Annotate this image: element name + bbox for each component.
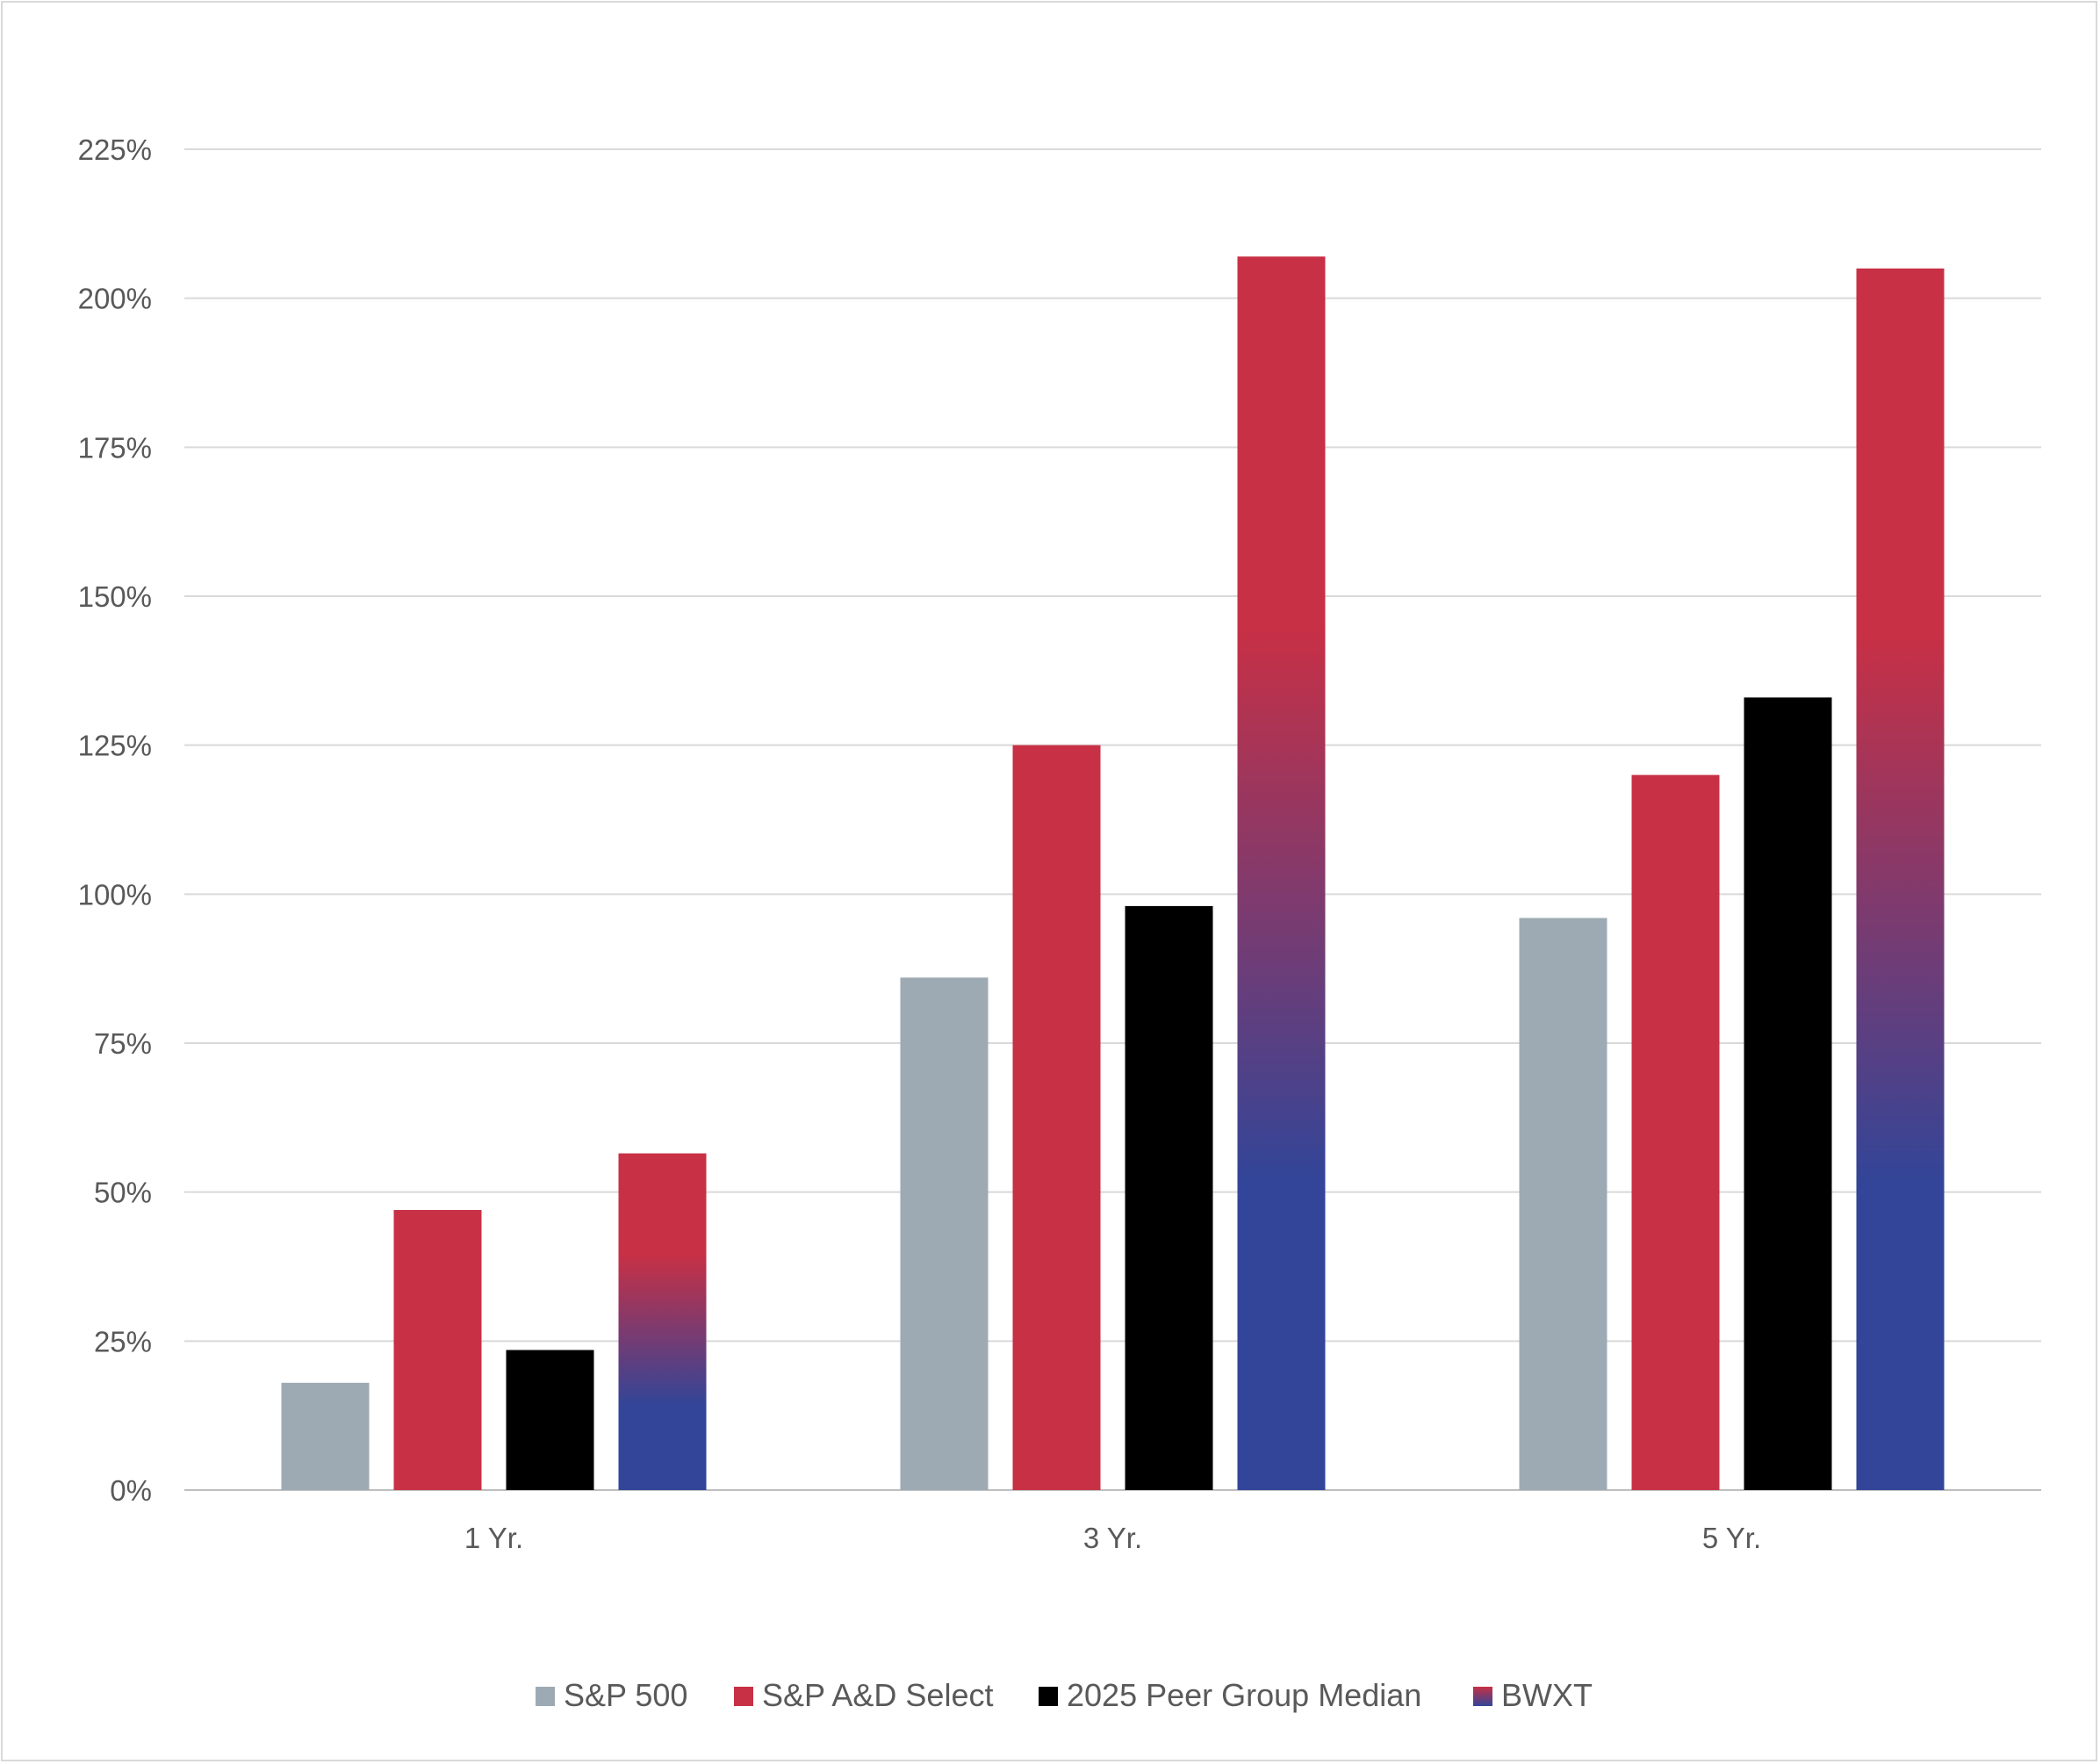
legend-swatch (1473, 1687, 1492, 1706)
y-tick-label: 125% (78, 730, 152, 762)
y-tick-label: 25% (94, 1325, 152, 1357)
x-category-label: 1 Yr. (464, 1522, 523, 1554)
bar-s-p-a-d-select-1 (1012, 745, 1101, 1490)
bar-bwxt-0 (618, 1153, 707, 1490)
bar-s-p-500-1 (900, 977, 989, 1490)
gridlines (184, 148, 2041, 1491)
y-tick-label: 0% (110, 1474, 152, 1507)
bars (281, 256, 1945, 1490)
bar-bwxt-2 (1856, 268, 1945, 1490)
x-category-label: 5 Yr. (1702, 1522, 1761, 1554)
bar-2025-peer-group-median-1 (1125, 905, 1213, 1490)
x-axis: 1 Yr. 3 Yr. 5 Yr. (464, 1522, 1761, 1554)
bar-s-p-a-d-select-2 (1631, 774, 1720, 1490)
bar-2025-peer-group-median-0 (506, 1350, 594, 1490)
bar-s-p-a-d-select-0 (393, 1210, 482, 1490)
legend-label: 2025 Peer Group Median (1067, 1677, 1421, 1713)
legend-label: BWXT (1501, 1677, 1593, 1713)
legend-swatch (536, 1687, 555, 1706)
legend-swatch (1039, 1687, 1058, 1706)
bar-chart: 0% 25% 50% 75% 100% 125% 150% 175% 200% 225% 1 Yr… (78, 133, 2041, 1713)
legend-label: S&P A&D Select (762, 1677, 993, 1713)
bar-bwxt-1 (1237, 256, 1326, 1490)
legend-label: S&P 500 (564, 1677, 687, 1713)
bar-s-p-500-0 (281, 1382, 370, 1490)
y-tick-label: 175% (78, 431, 152, 464)
y-tick-label: 50% (94, 1177, 152, 1209)
legend: S&P 500 S&P A&D Select 2025 Peer Group Med… (536, 1677, 1593, 1713)
bar-s-p-500-2 (1519, 918, 1607, 1490)
y-tick-label: 100% (78, 878, 152, 911)
bar-2025-peer-group-median-2 (1744, 697, 1832, 1490)
y-tick-label: 150% (78, 580, 152, 613)
legend-swatch (734, 1687, 753, 1706)
y-tick-label: 200% (78, 283, 152, 315)
y-axis: 0% 25% 50% 75% 100% 125% 150% 175% 200% 225% (78, 133, 152, 1507)
y-tick-label: 225% (78, 133, 152, 166)
x-category-label: 3 Yr. (1083, 1522, 1142, 1554)
y-tick-label: 75% (94, 1027, 152, 1060)
